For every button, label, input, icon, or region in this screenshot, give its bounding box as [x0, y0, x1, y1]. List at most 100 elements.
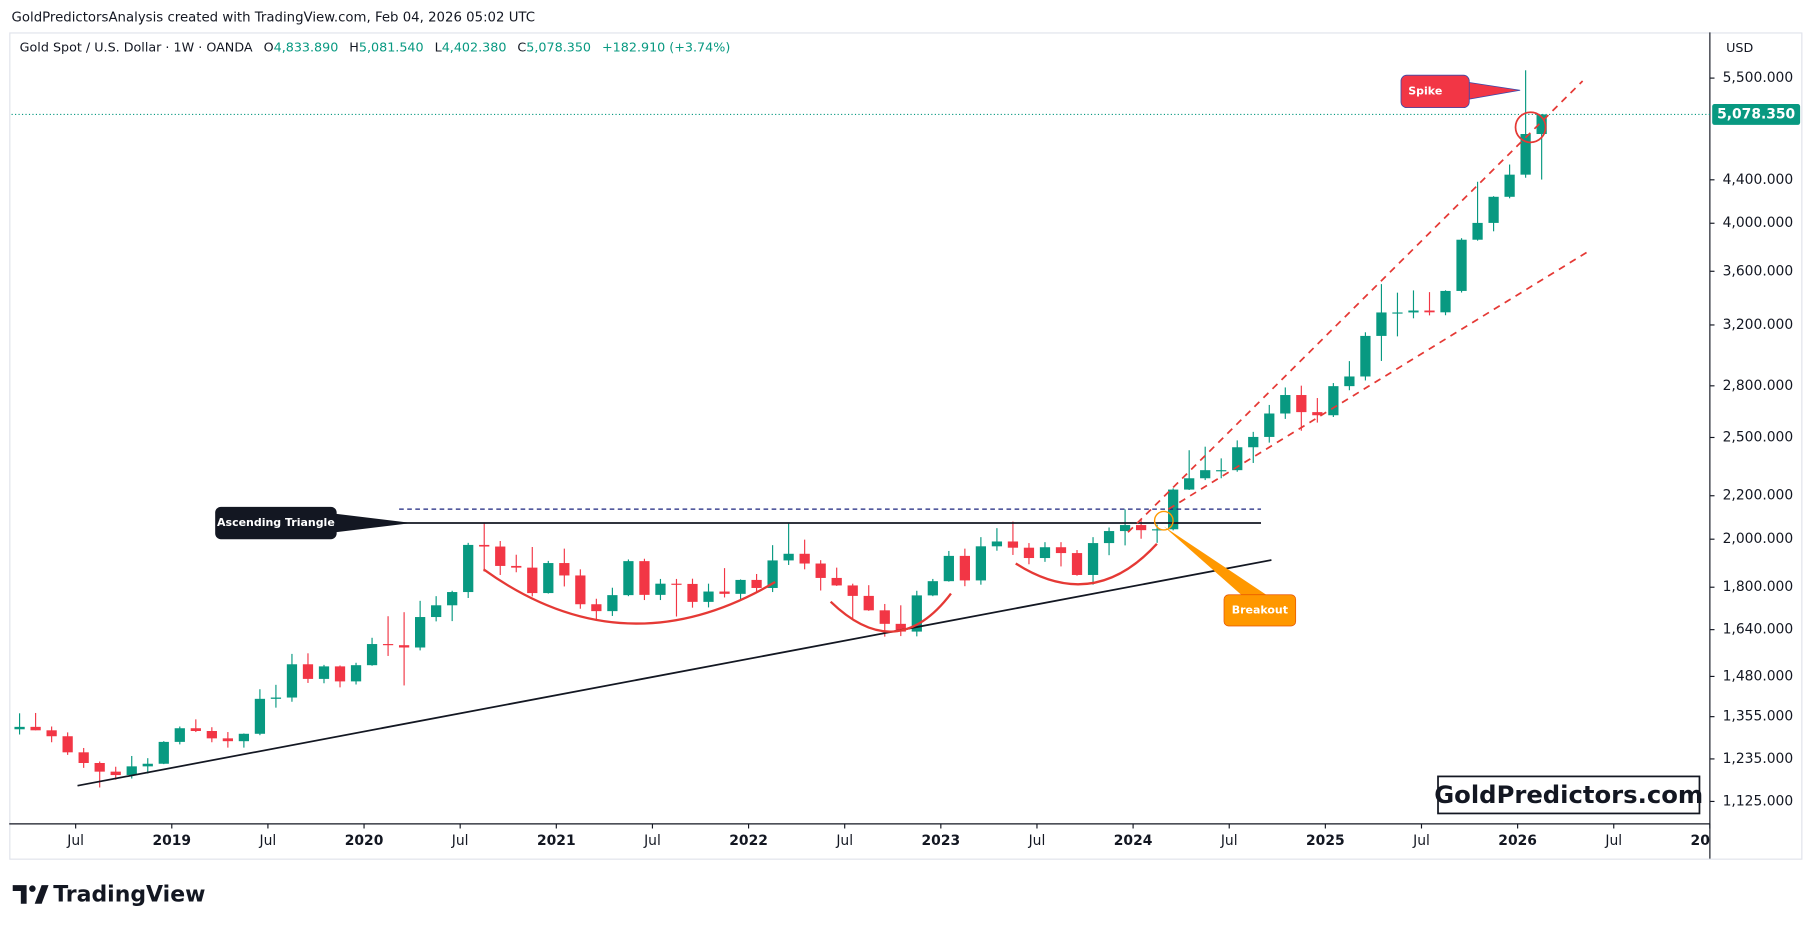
x-tick-label: 2026 — [1498, 833, 1537, 849]
callout-box — [1400, 74, 1470, 109]
x-tick-label: 2025 — [1306, 833, 1345, 849]
y-tick-label: 2,800.000 — [1723, 378, 1794, 394]
candle-body — [414, 617, 426, 648]
x-tick-label: Jul — [1412, 833, 1430, 849]
candle-body — [1456, 239, 1467, 291]
candle-body — [1055, 547, 1067, 554]
candle-body — [1472, 222, 1483, 240]
x-tick-label: Jul — [1220, 833, 1238, 849]
candle-body — [78, 752, 89, 763]
axis-ticks: 1,125.000 1,235.000 1,355.000 1,480.000 1,64… — [11, 70, 1794, 849]
candle-body — [879, 610, 890, 624]
x-tick-label: 2024 — [1114, 833, 1153, 849]
candle-body — [959, 555, 970, 581]
candle-body — [607, 595, 618, 612]
x-tick-label: 2020 — [345, 833, 384, 849]
ohlc-key: C — [517, 39, 526, 54]
candle-body — [1504, 174, 1515, 197]
candle-body — [94, 762, 105, 772]
candle-body — [1007, 541, 1019, 548]
candle-body — [318, 666, 330, 679]
candle-body — [543, 563, 554, 594]
logo-text: TradingView — [53, 883, 205, 908]
candle-body — [30, 726, 41, 731]
x-tick-label: 20 — [1691, 833, 1710, 849]
candle-body — [1023, 547, 1035, 559]
candle-body — [254, 698, 266, 734]
y-tick-label: 4,000.000 — [1723, 215, 1794, 231]
candle-body — [431, 605, 442, 618]
candle-body — [206, 731, 217, 739]
candle-body — [591, 604, 602, 612]
x-tick-label: 2019 — [152, 833, 191, 849]
candle-body — [1168, 489, 1179, 530]
callout-pointer — [335, 513, 412, 533]
candle-body — [222, 738, 233, 742]
support-trendline — [77, 559, 1272, 787]
candle-body — [687, 583, 698, 602]
candle-body — [1520, 134, 1531, 175]
candle-body — [1087, 543, 1099, 575]
ohlc-key: L — [435, 39, 443, 54]
candle-body — [1103, 531, 1115, 544]
breakout-circle — [1153, 510, 1174, 531]
candle-body — [1184, 478, 1195, 490]
logo-mark — [29, 885, 36, 892]
callout-label: Ascending Triangle — [217, 516, 335, 529]
candle-body — [847, 585, 858, 596]
x-tick-label: Jul — [1604, 833, 1622, 849]
candle-body — [991, 541, 1003, 547]
candle-body — [1071, 553, 1083, 575]
candle-body — [110, 771, 121, 776]
currency: USD — [1726, 40, 1753, 55]
ohlc-key: O — [264, 39, 274, 54]
channel-upper — [1127, 80, 1584, 533]
candle-body — [1360, 335, 1371, 377]
candle-body — [126, 766, 137, 776]
candle-body — [831, 577, 842, 586]
candle-body — [815, 563, 826, 578]
y-tick-label: 1,640.000 — [1723, 622, 1794, 638]
candle-body — [463, 544, 474, 593]
frame — [9, 32, 1803, 860]
candle-body — [527, 567, 538, 594]
candle-body — [1392, 312, 1403, 314]
x-tick-label: Jul — [835, 833, 853, 849]
ohlc-value: 5,078.350 — [526, 39, 591, 54]
candle-body — [783, 553, 794, 561]
candle-body — [1488, 196, 1499, 223]
logo-mark — [34, 885, 49, 904]
candle-body — [62, 736, 73, 753]
y-tick-label: 2,000.000 — [1723, 531, 1794, 547]
y-tick-label: 2,500.000 — [1723, 429, 1794, 445]
drawings — [77, 80, 1592, 787]
candle-body — [1152, 529, 1163, 531]
candle-body — [1200, 470, 1211, 479]
candle-body — [559, 563, 570, 576]
candle-body — [975, 546, 987, 581]
ohlc-value: 4,402.380 — [442, 39, 507, 54]
y-tick-label: 1,800.000 — [1723, 579, 1794, 595]
candle-body — [575, 575, 586, 605]
candle-body — [767, 560, 778, 588]
last-price-box — [1712, 104, 1801, 125]
y-tick-label: 1,480.000 — [1723, 668, 1794, 684]
candle-body — [655, 583, 666, 595]
candle-body — [1216, 470, 1227, 472]
candle-body — [1280, 395, 1291, 414]
candle-body — [1248, 436, 1259, 448]
watermark: GoldPredictors.com — [1434, 780, 1703, 809]
candle-body — [1232, 447, 1243, 471]
callout: Spike — [1400, 74, 1521, 109]
candle-body — [1440, 290, 1451, 313]
x-tick-label: 2021 — [537, 833, 576, 849]
candle-body — [334, 666, 346, 682]
rounding-arc — [829, 592, 952, 633]
y-tick-label: 5,500.000 — [1723, 70, 1794, 86]
y-tick-label: 3,200.000 — [1723, 317, 1794, 333]
y-tick-label: 1,125.000 — [1723, 793, 1794, 809]
candle-body — [1408, 310, 1419, 313]
